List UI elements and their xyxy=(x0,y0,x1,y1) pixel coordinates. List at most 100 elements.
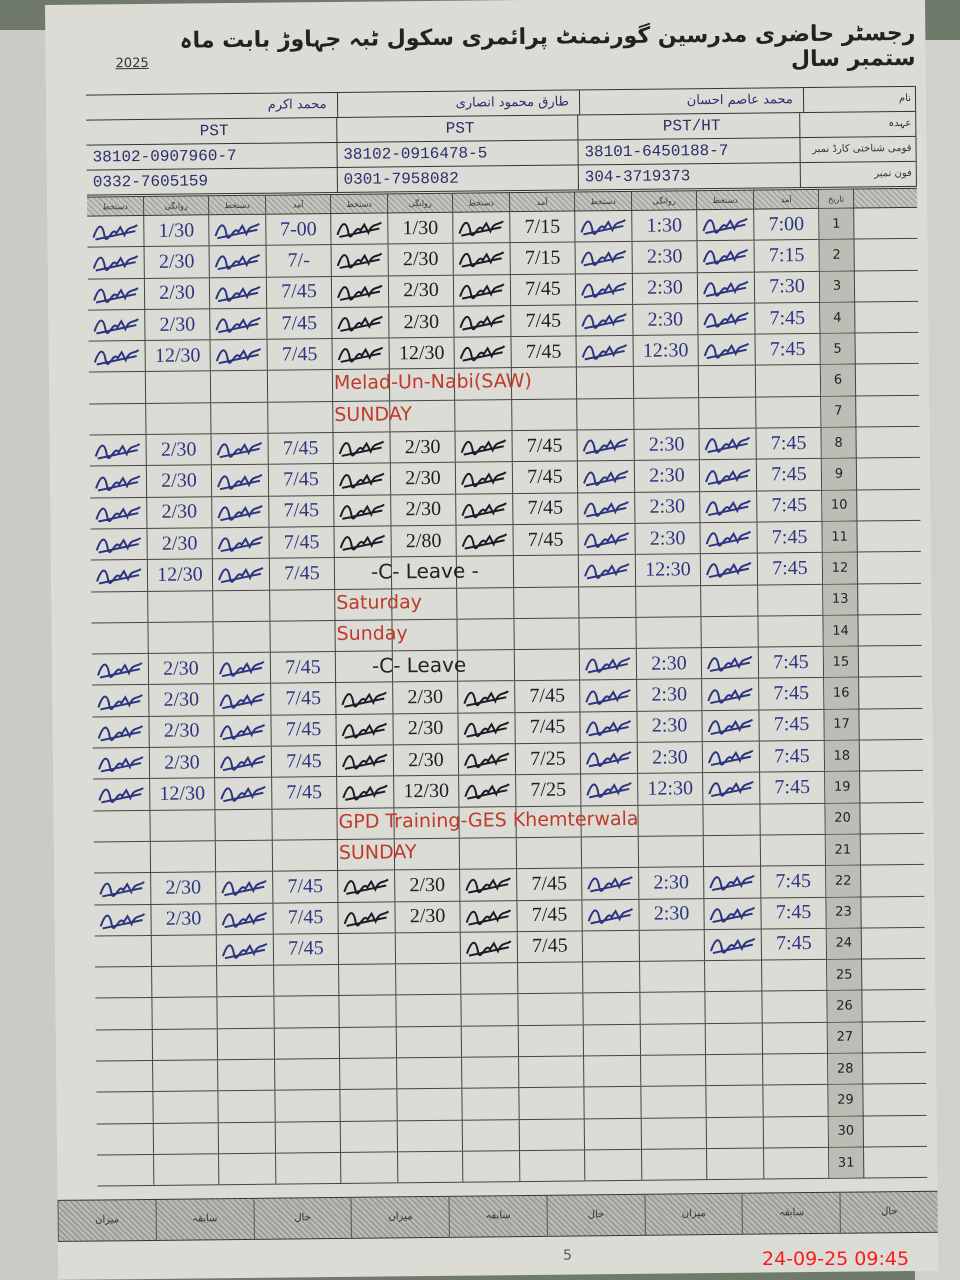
signature-cell xyxy=(698,334,756,366)
teacher-1-designation: PST/HT xyxy=(578,113,801,140)
signature-mark xyxy=(92,224,138,241)
designation-label: عہدہ xyxy=(800,111,917,138)
signature-cell xyxy=(211,433,269,465)
signature-cell xyxy=(706,1054,764,1086)
arrival-time xyxy=(519,1087,585,1119)
teacher-3-designation: PST xyxy=(86,117,338,145)
arrival-time xyxy=(516,837,583,869)
departure-time xyxy=(642,1149,708,1181)
signature-cell xyxy=(697,272,756,304)
signature-mark xyxy=(702,217,748,235)
summary-label: میزان xyxy=(57,1199,156,1241)
signature-mark xyxy=(339,503,385,520)
arrival-time: 7/45 xyxy=(271,746,338,778)
signature-cell xyxy=(700,491,758,523)
signature-cell xyxy=(699,397,757,429)
arrival-time: 7:45 xyxy=(759,678,825,710)
name-label: نام xyxy=(803,86,917,113)
signature-mark xyxy=(338,440,385,458)
attendance-grid: دستخط روانگی دستخط آمد دستخط روانگی دستخط آمد دس… xyxy=(87,187,928,1187)
arrival-time xyxy=(518,993,584,1025)
signature-mark xyxy=(93,286,139,304)
signature-cell xyxy=(700,553,759,585)
date-cell: 31 xyxy=(829,1147,865,1179)
holiday-note: Saturday xyxy=(336,590,423,614)
signature-cell xyxy=(340,1120,399,1152)
attendance-row: 12/30 7/45 12:30 7:45 12 -C- Leave - xyxy=(90,552,922,593)
arrival-time xyxy=(513,555,580,587)
arrival-time: 7:45 xyxy=(757,553,824,585)
signature-cell xyxy=(212,558,271,590)
signature-cell xyxy=(699,459,758,491)
signature-cell xyxy=(333,463,392,495)
signature-cell xyxy=(336,714,394,746)
signature-cell xyxy=(217,997,275,1028)
signature-cell xyxy=(338,870,396,902)
signature-cell xyxy=(584,1055,642,1087)
signature-cell xyxy=(213,621,271,653)
departure-time xyxy=(153,1122,220,1154)
signature-mark xyxy=(215,316,261,334)
signature-cell xyxy=(456,525,514,556)
arrival-time xyxy=(268,401,334,433)
departure-time: 12:30 xyxy=(638,773,704,805)
departure-time: 12:30 xyxy=(633,335,699,367)
departure-time: 2/30 xyxy=(147,496,213,528)
column-header: دستخط xyxy=(452,193,511,212)
signature-cell xyxy=(580,742,639,774)
arrival-time xyxy=(763,1053,829,1085)
phone-label: فون نمبر xyxy=(800,161,917,188)
signature-cell xyxy=(460,869,518,901)
departure-time: 2/30 xyxy=(395,901,461,933)
signature-mark xyxy=(219,692,265,709)
arrival-time: 7/45 xyxy=(517,868,583,900)
arrival-time xyxy=(518,1025,585,1057)
signature-cell xyxy=(707,1148,765,1180)
signature-cell xyxy=(91,654,150,685)
arrival-time xyxy=(763,1116,829,1148)
arrival-time xyxy=(762,1022,829,1054)
departure-time xyxy=(150,841,217,873)
signature-cell xyxy=(218,1122,277,1154)
signature-cell xyxy=(214,746,273,778)
signature-mark xyxy=(466,940,512,957)
signature-mark xyxy=(342,753,388,771)
signature-mark xyxy=(336,221,382,239)
departure-time: 2:30 xyxy=(632,241,698,273)
signature-cell xyxy=(212,527,270,559)
arrival-time: 7/45 xyxy=(269,526,335,558)
signature-mark xyxy=(583,532,630,549)
leave-note: -C- Leave - xyxy=(370,558,479,584)
departure-time: 2/30 xyxy=(146,465,213,497)
signature-cell xyxy=(581,836,640,868)
signature-mark xyxy=(702,249,749,266)
signature-mark xyxy=(464,752,510,769)
departure-time: 2:30 xyxy=(635,491,701,523)
signature-cell xyxy=(454,306,512,337)
arrival-time: 7:45 xyxy=(761,928,828,960)
date-cell: 2 xyxy=(819,239,855,271)
departure-time: 2:30 xyxy=(637,679,703,711)
holiday-note: GPD Training-GES Khemterwala xyxy=(338,807,639,833)
holiday-note: Sunday xyxy=(336,622,408,645)
arrival-time xyxy=(274,1027,341,1059)
departure-time xyxy=(636,585,702,617)
signature-mark xyxy=(215,348,262,365)
signature-cell xyxy=(460,900,518,932)
signature-cell xyxy=(582,930,641,962)
departure-time: 2:30 xyxy=(639,867,705,899)
attendance-row: 2/30 7/45 2:30 7:45 15 -C- Leave xyxy=(91,646,923,686)
signature-mark xyxy=(214,223,260,240)
arrival-time: 7/45 xyxy=(270,652,337,684)
attendance-row: 2/30 7/45 2/30 7/25 2:30 7:45 18 xyxy=(92,739,924,780)
arrival-time: 7:45 xyxy=(759,709,825,741)
arrival-time: 7/45 xyxy=(512,461,579,493)
signature-cell xyxy=(92,747,151,779)
signature-cell xyxy=(576,336,634,367)
date-cell: 17 xyxy=(824,709,860,740)
column-header: روانگی xyxy=(388,193,454,213)
signature-cell xyxy=(339,964,397,996)
signature-cell xyxy=(88,341,146,373)
signature-cell xyxy=(96,1092,154,1124)
departure-time xyxy=(638,836,705,868)
